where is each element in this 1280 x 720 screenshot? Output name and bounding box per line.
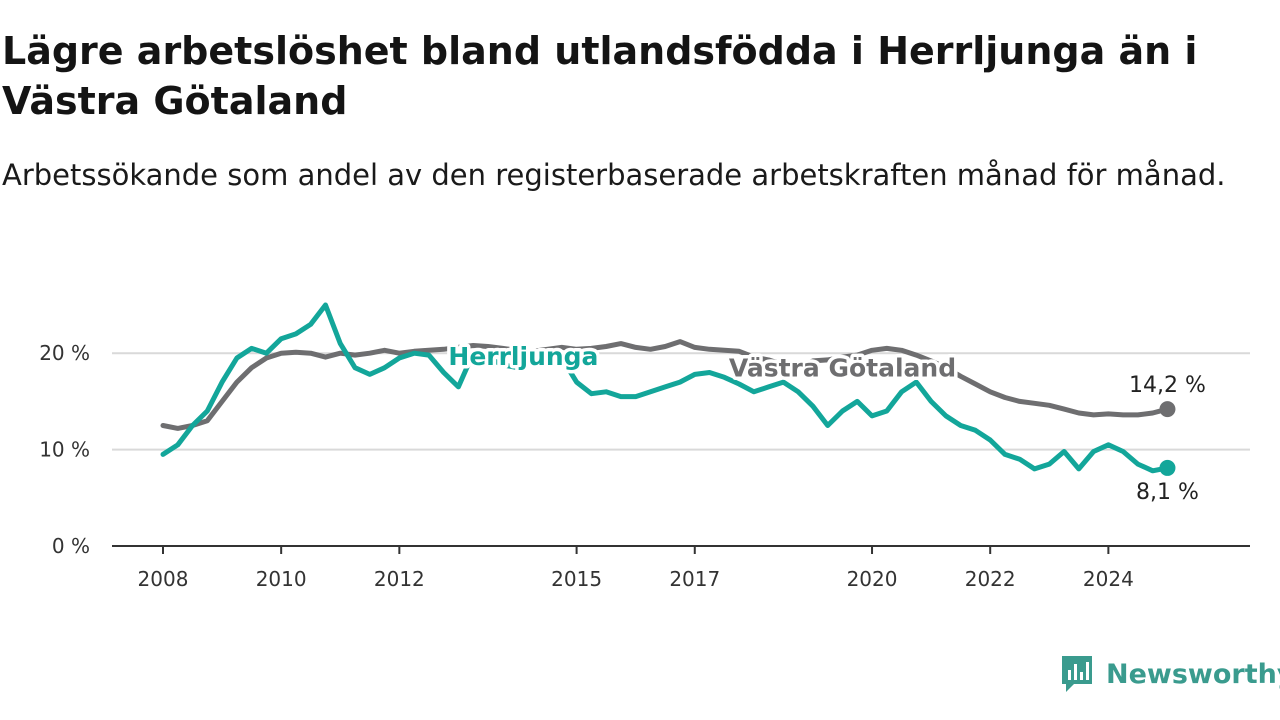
series-lines bbox=[160, 302, 1176, 476]
series-line-herrljunga bbox=[160, 302, 1170, 474]
x-tick-label: 2008 bbox=[138, 567, 189, 591]
y-tick-label: 20 % bbox=[39, 341, 90, 365]
x-tick-label: 2015 bbox=[551, 567, 602, 591]
series-name-label: Västra Götaland bbox=[729, 353, 956, 382]
x-axis: 2008 2010 2012 2015 2017 2020 2022 2024 bbox=[112, 545, 1250, 591]
newsworthy-logo: Newsworthy bbox=[1060, 654, 1280, 694]
series-line-v-stra-g-taland bbox=[160, 339, 1170, 431]
series-end-label: 8,1 % bbox=[1136, 480, 1199, 505]
x-tick-label: 2020 bbox=[847, 567, 898, 591]
x-tick-label: 2024 bbox=[1083, 567, 1134, 591]
series-name-label: Herrljunga bbox=[448, 342, 598, 371]
y-tick-label: 10 % bbox=[39, 438, 90, 462]
x-tick-label: 2010 bbox=[256, 567, 307, 591]
chart-labels: 8,1 % 14,2 % Herrljunga Västra Götaland bbox=[445, 338, 1206, 505]
newsworthy-logo-icon bbox=[1062, 656, 1092, 692]
x-tick-label: 2022 bbox=[965, 567, 1016, 591]
x-tick-label: 2012 bbox=[374, 567, 425, 591]
chart-title: Lägre arbetslöshet bland utlandsfödda i … bbox=[2, 29, 1198, 123]
brand-name: Newsworthy bbox=[1106, 658, 1280, 690]
chart-subtitle: Arbetssökande som andel av den registerb… bbox=[2, 158, 1226, 192]
series-end-marker bbox=[1159, 401, 1176, 418]
gridlines: 0 % 10 % 20 % bbox=[39, 341, 1250, 558]
series-end-label: 14,2 % bbox=[1129, 373, 1206, 398]
y-tick-label: 0 % bbox=[52, 534, 90, 558]
series-end-marker bbox=[1159, 459, 1176, 476]
x-tick-label: 2017 bbox=[669, 567, 720, 591]
